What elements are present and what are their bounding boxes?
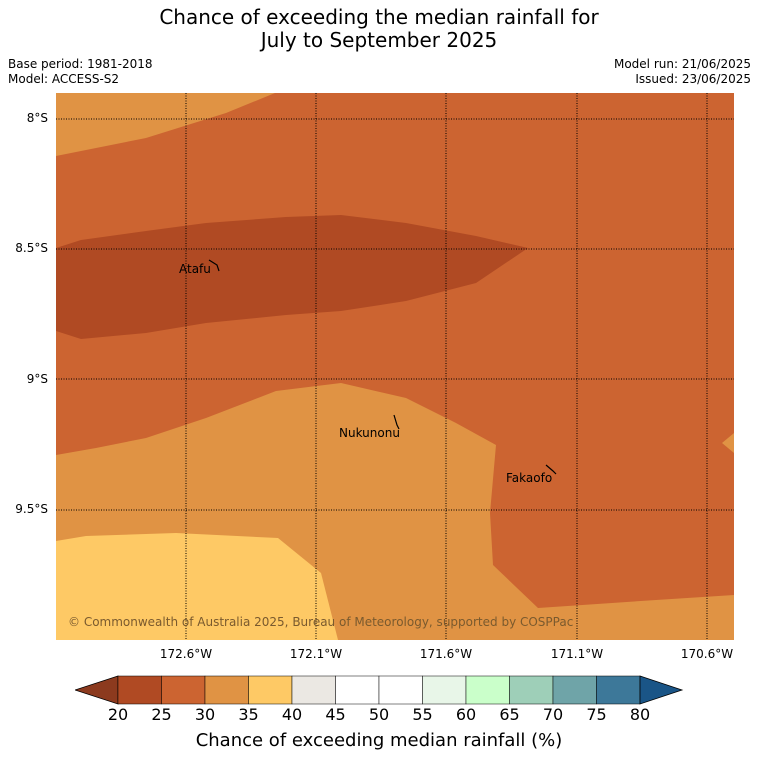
graticule — [56, 93, 734, 640]
lat-label: 8.5°S — [15, 241, 48, 255]
model-run-text: Model run: 21/06/2025 — [613, 57, 751, 71]
lon-label: 171.1°W — [550, 647, 604, 661]
colorbar-segment — [291, 675, 336, 705]
chart-title: Chance of exceeding the median rainfall … — [0, 6, 758, 52]
lon-label: 172.1°W — [289, 647, 343, 661]
colorbar-tick-label: 20 — [107, 705, 129, 724]
colorbar-segment — [465, 675, 510, 705]
colorbar-segment — [204, 675, 249, 705]
lon-label: 172.6°W — [159, 647, 213, 661]
colorbar-segment — [378, 675, 423, 705]
place-label-atafu: Atafu — [179, 262, 211, 276]
fakaofo-island-outline — [545, 464, 557, 475]
model-text: Model: ACCESS-S2 — [8, 72, 120, 86]
atafu-island-outline — [208, 259, 220, 272]
map-svg — [56, 93, 734, 640]
colorbar-tick-label: 55 — [412, 705, 433, 724]
title-line-1: Chance of exceeding the median rainfall … — [159, 5, 599, 29]
lon-label: 171.6°W — [419, 647, 473, 661]
colorbar-segment — [552, 675, 597, 705]
colorbar-segment — [117, 675, 162, 705]
issued-text: Issued: 23/06/2025 — [635, 72, 751, 86]
colorbar-tick-label: 40 — [281, 705, 303, 724]
colorbar-low-arrow — [75, 675, 119, 705]
band-20-25-north — [56, 215, 528, 339]
band-30-35-east-edge — [722, 433, 734, 453]
copyright-text: © Commonwealth of Australia 2025, Bureau… — [68, 615, 574, 629]
colorbar — [75, 675, 684, 705]
meta-right: Model run: 21/06/2025 Issued: 23/06/2025 — [614, 57, 751, 87]
colorbar-title: Chance of exceeding median rainfall (%) — [195, 730, 563, 751]
colorbar-segment — [161, 675, 206, 705]
colorbar-tick-label: 70 — [542, 705, 564, 724]
colorbar-tick-label: 35 — [238, 705, 259, 724]
lat-label: 8°S — [26, 111, 48, 125]
rainfall-map: Atafu Nukunonu Fakaofo © Commonwealth of… — [56, 93, 734, 640]
band-35-40-southwest — [56, 533, 338, 640]
colorbar-tick-label: 45 — [325, 705, 346, 724]
colorbar-segment — [422, 675, 467, 705]
lat-label: 9°S — [26, 372, 48, 386]
colorbar-segment — [335, 675, 380, 705]
colorbar-tick-label: 60 — [455, 705, 477, 724]
colorbar-segment — [509, 675, 554, 705]
colorbar-tick-label: 25 — [151, 705, 172, 724]
colorbar-tick-label: 50 — [368, 705, 390, 724]
colorbar-tick-label: 30 — [194, 705, 216, 724]
nukunonu-island-outline — [393, 414, 400, 430]
colorbar-segment — [596, 675, 641, 705]
colorbar-tick-label: 65 — [499, 705, 520, 724]
lat-label: 9.5°S — [15, 502, 48, 516]
title-line-2: July to September 2025 — [260, 28, 498, 52]
meta-left: Base period: 1981-2018 Model: ACCESS-S2 — [8, 57, 153, 87]
colorbar-segment — [248, 675, 293, 705]
place-label-fakaofo: Fakaofo — [506, 471, 553, 485]
island-outlines — [208, 259, 557, 475]
base-period-text: Base period: 1981-2018 — [8, 57, 153, 71]
colorbar-tick-label: 80 — [629, 705, 651, 724]
band-30-35-top-left — [56, 93, 275, 156]
colorbar-high-arrow — [639, 675, 684, 705]
lon-label: 170.6°W — [680, 647, 734, 661]
place-label-nukunonu: Nukunonu — [339, 426, 400, 440]
colorbar-tick-label: 75 — [586, 705, 607, 724]
